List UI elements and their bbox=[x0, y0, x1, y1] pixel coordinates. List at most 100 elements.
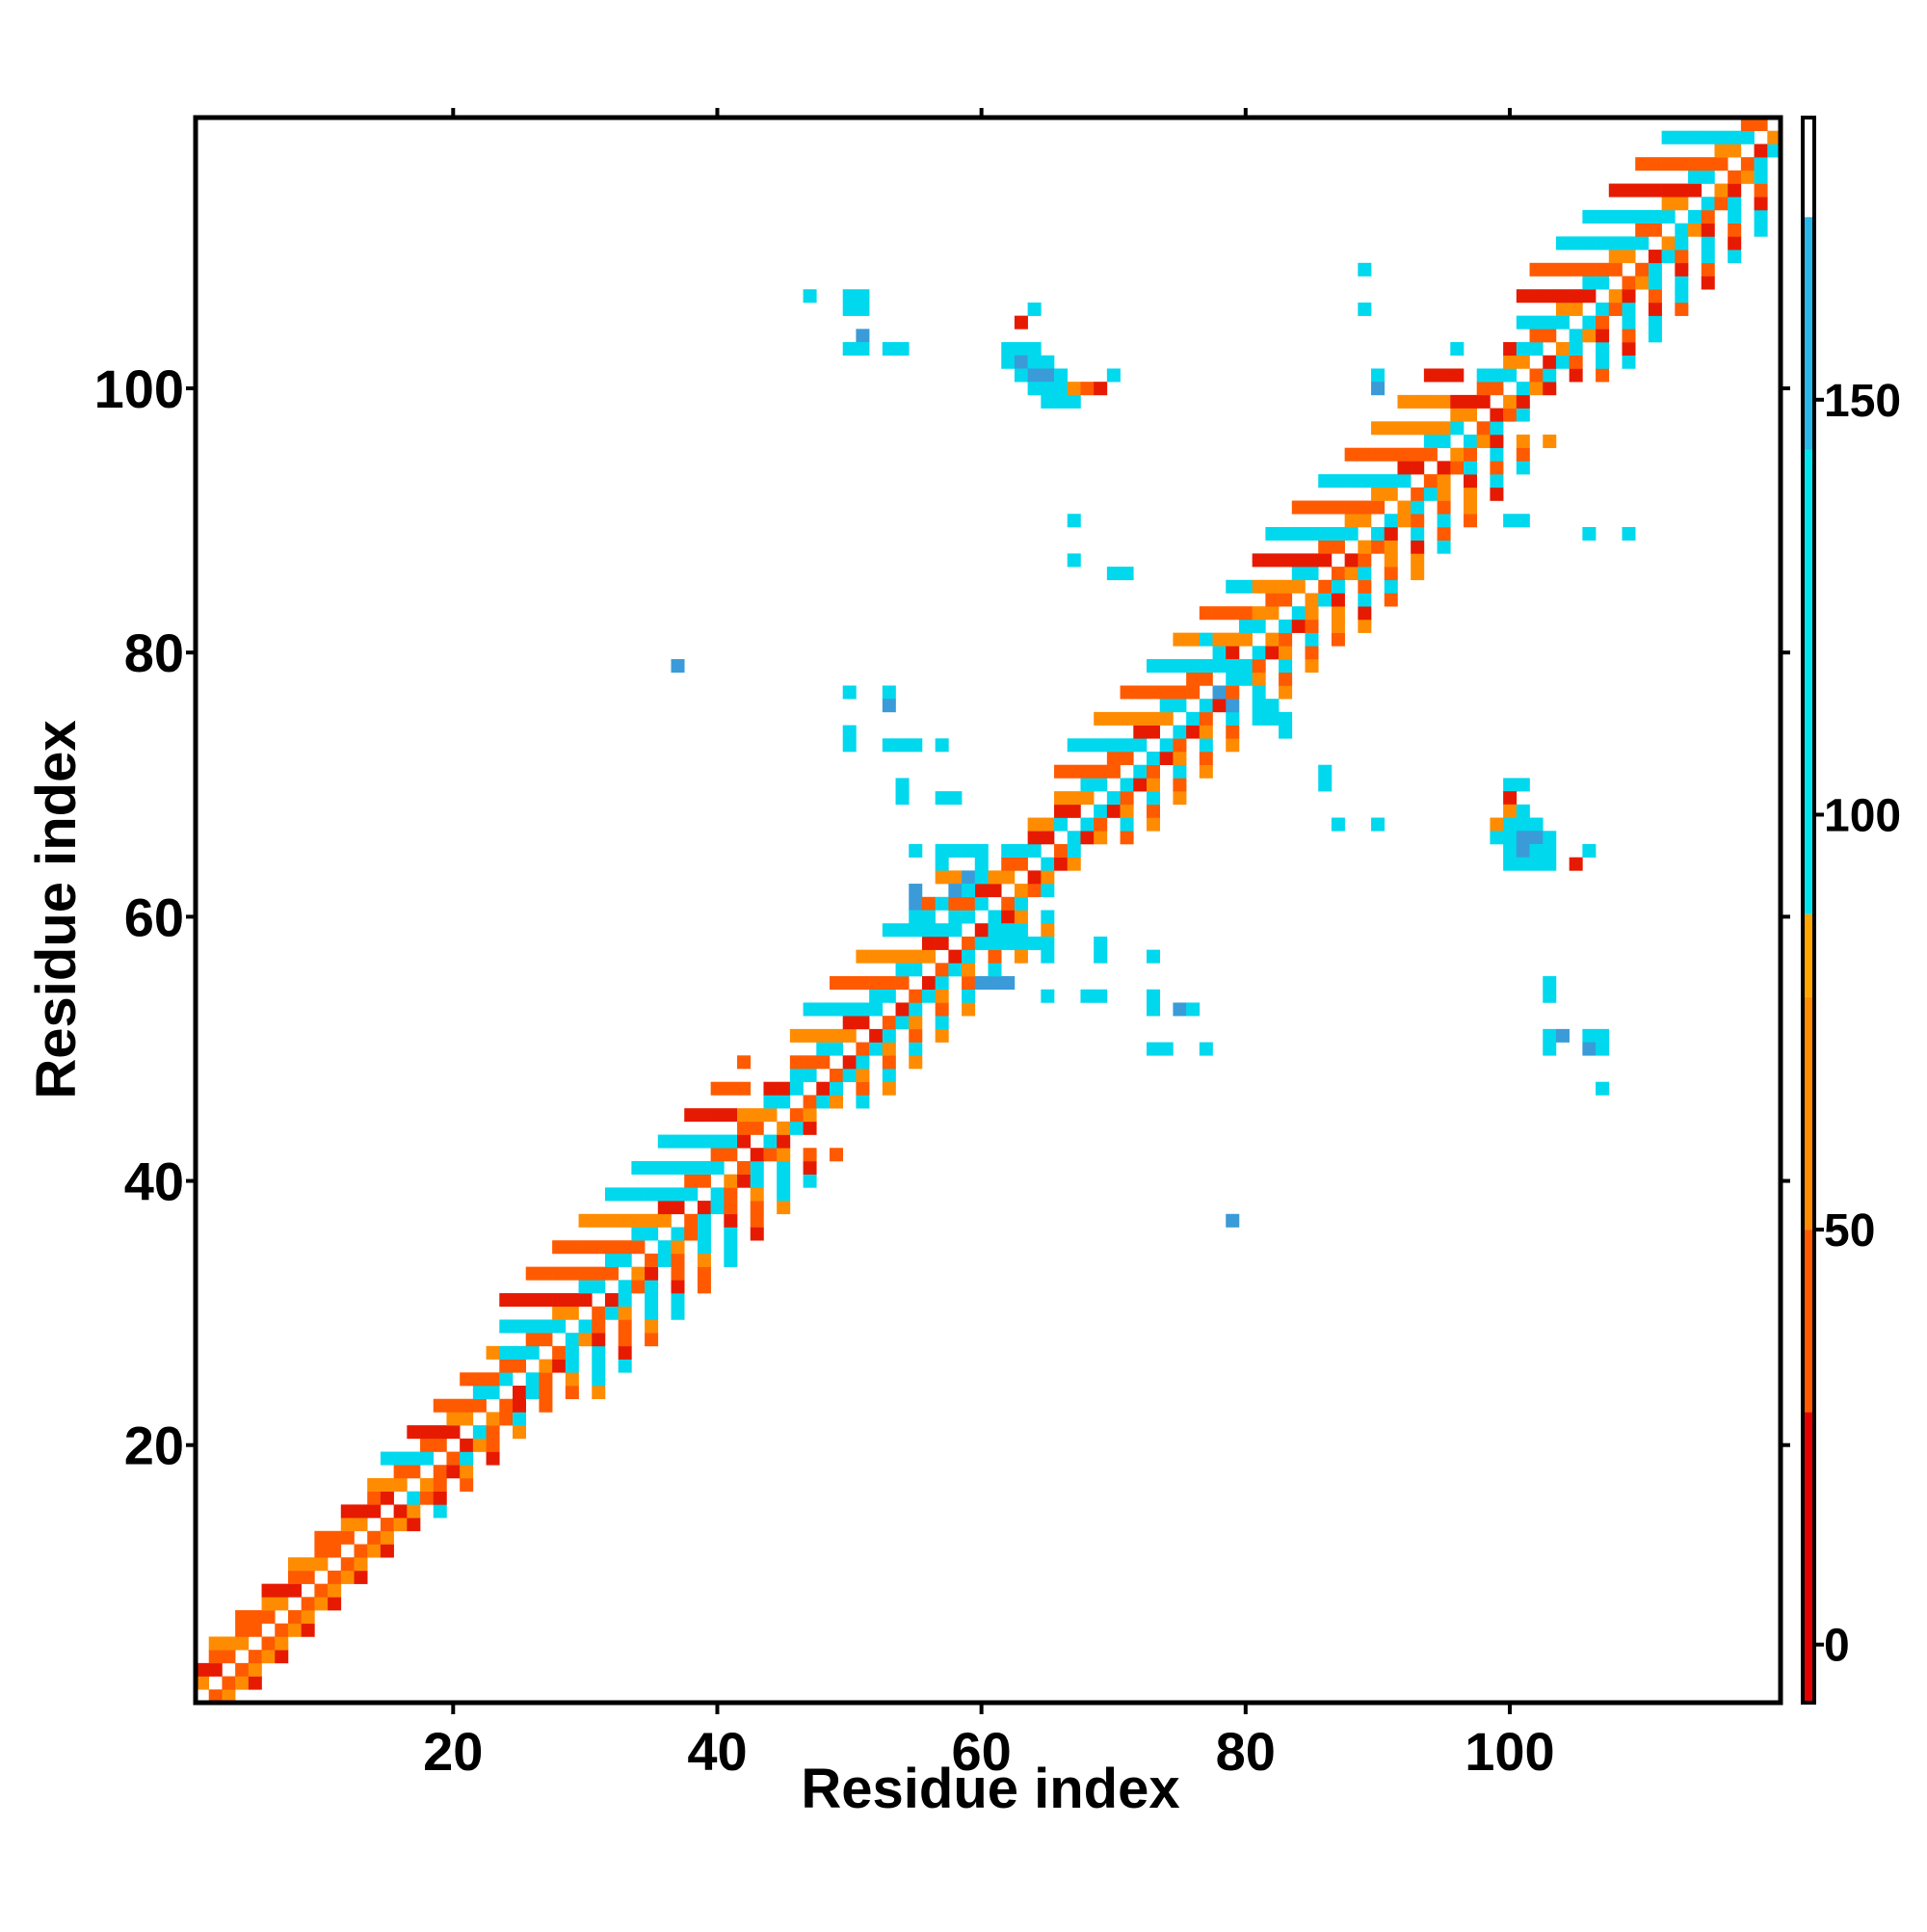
heatmap-cell bbox=[1543, 843, 1557, 858]
heatmap-cell bbox=[460, 1438, 474, 1452]
heatmap-cell bbox=[1754, 118, 1768, 132]
heatmap-cell bbox=[1199, 659, 1213, 674]
heatmap-cell bbox=[196, 1676, 210, 1690]
heatmap-cell bbox=[1344, 447, 1359, 462]
heatmap-cell bbox=[1133, 711, 1148, 726]
heatmap-cell bbox=[420, 1438, 435, 1452]
heatmap-cell bbox=[1106, 711, 1121, 726]
heatmap-cell bbox=[1173, 725, 1187, 739]
heatmap-cell bbox=[618, 1280, 632, 1294]
colorbar-band bbox=[1803, 217, 1814, 450]
heatmap-cell bbox=[1490, 487, 1504, 501]
heatmap-cell bbox=[921, 910, 936, 924]
heatmap-cell bbox=[407, 1451, 421, 1466]
heatmap-cell bbox=[1503, 817, 1518, 832]
heatmap-cell bbox=[446, 1451, 461, 1466]
heatmap-cell bbox=[962, 949, 976, 964]
heatmap-cell bbox=[803, 1148, 817, 1162]
heatmap-cell bbox=[1569, 289, 1583, 304]
heatmap-cell bbox=[1238, 606, 1253, 621]
heatmap-cell bbox=[380, 1451, 394, 1466]
heatmap-cell bbox=[407, 1425, 421, 1440]
heatmap-cell bbox=[367, 1477, 382, 1492]
heatmap-cell bbox=[1305, 646, 1319, 660]
heatmap-cell bbox=[1358, 500, 1372, 515]
heatmap-cell bbox=[1001, 843, 1016, 858]
heatmap-cell bbox=[1159, 738, 1174, 753]
heatmap-cells bbox=[196, 118, 1782, 1704]
heatmap-cell bbox=[777, 1095, 791, 1109]
heatmap-cell bbox=[1596, 315, 1610, 330]
heatmap-cell bbox=[909, 989, 923, 1003]
heatmap-cell bbox=[1423, 435, 1438, 449]
heatmap-cell bbox=[393, 1518, 408, 1532]
heatmap-cell bbox=[856, 342, 870, 357]
heatmap-cell bbox=[1476, 368, 1491, 383]
heatmap-cell bbox=[882, 1016, 896, 1030]
heatmap-cell bbox=[1675, 236, 1689, 251]
heatmap-cell bbox=[1569, 857, 1583, 871]
heatmap-cell bbox=[1305, 553, 1319, 568]
heatmap-cell bbox=[1503, 408, 1518, 422]
heatmap-cell bbox=[1305, 500, 1319, 515]
heatmap-cell bbox=[935, 963, 949, 977]
heatmap-cell bbox=[1582, 276, 1597, 290]
heatmap-cell bbox=[1516, 315, 1530, 330]
heatmap-cell bbox=[1543, 989, 1557, 1003]
heatmap-cell bbox=[1120, 752, 1134, 766]
heatmap-cell bbox=[1397, 421, 1412, 436]
heatmap-cell bbox=[1041, 936, 1055, 950]
heatmap-cell bbox=[1423, 368, 1438, 383]
heatmap-cell bbox=[909, 843, 923, 858]
heatmap-cell bbox=[737, 1134, 752, 1149]
heatmap-cell bbox=[301, 1610, 315, 1625]
heatmap-cell bbox=[1318, 579, 1333, 594]
heatmap-cell bbox=[671, 1201, 685, 1215]
heatmap-cell bbox=[645, 1319, 659, 1334]
heatmap-cell bbox=[1635, 157, 1650, 172]
heatmap-cell bbox=[618, 1213, 632, 1228]
heatmap-cell bbox=[1543, 368, 1557, 383]
heatmap-cell bbox=[1199, 711, 1213, 726]
heatmap-cell bbox=[1212, 685, 1227, 700]
heatmap-cell bbox=[842, 976, 857, 991]
heatmap-cell bbox=[1529, 382, 1544, 396]
heatmap-cell bbox=[1226, 632, 1240, 647]
heatmap-cell bbox=[565, 1240, 579, 1255]
heatmap-cell bbox=[1622, 342, 1636, 357]
heatmap-cell bbox=[1543, 289, 1557, 304]
heatmap-cell bbox=[1675, 250, 1689, 264]
heatmap-cell bbox=[1555, 262, 1570, 277]
heatmap-cell bbox=[948, 963, 963, 977]
heatmap-cell bbox=[1027, 870, 1042, 885]
heatmap-cell bbox=[909, 1002, 923, 1017]
heatmap-cell bbox=[1279, 725, 1293, 739]
heatmap-cell bbox=[1173, 1002, 1187, 1017]
heatmap-cell bbox=[1740, 170, 1755, 184]
heatmap-cell bbox=[1106, 791, 1121, 806]
heatmap-cell bbox=[1041, 870, 1055, 885]
heatmap-cell bbox=[724, 1253, 738, 1267]
heatmap-cell bbox=[935, 1028, 949, 1043]
heatmap-cell bbox=[1067, 791, 1081, 806]
heatmap-cell bbox=[1411, 514, 1425, 528]
heatmap-cell bbox=[856, 1081, 870, 1096]
heatmap-cell bbox=[1159, 699, 1174, 713]
heatmap-cell bbox=[1423, 474, 1438, 489]
heatmap-cell bbox=[604, 1187, 619, 1202]
heatmap-cell bbox=[724, 1081, 738, 1096]
heatmap-cell bbox=[1041, 382, 1055, 396]
heatmap-cell bbox=[618, 1293, 632, 1308]
heatmap-cell bbox=[697, 1253, 711, 1267]
heatmap-cell bbox=[1279, 579, 1293, 594]
heatmap-cell bbox=[1596, 262, 1610, 277]
x-axis-label: Residue index bbox=[801, 1758, 1179, 1820]
heatmap-cell bbox=[552, 1345, 567, 1360]
heatmap-cell bbox=[1027, 884, 1042, 898]
heatmap-cell bbox=[446, 1425, 461, 1440]
heatmap-cell bbox=[645, 1266, 659, 1281]
heatmap-cell bbox=[1661, 209, 1676, 224]
heatmap-cell bbox=[777, 1201, 791, 1215]
heatmap-cell bbox=[1767, 130, 1782, 145]
